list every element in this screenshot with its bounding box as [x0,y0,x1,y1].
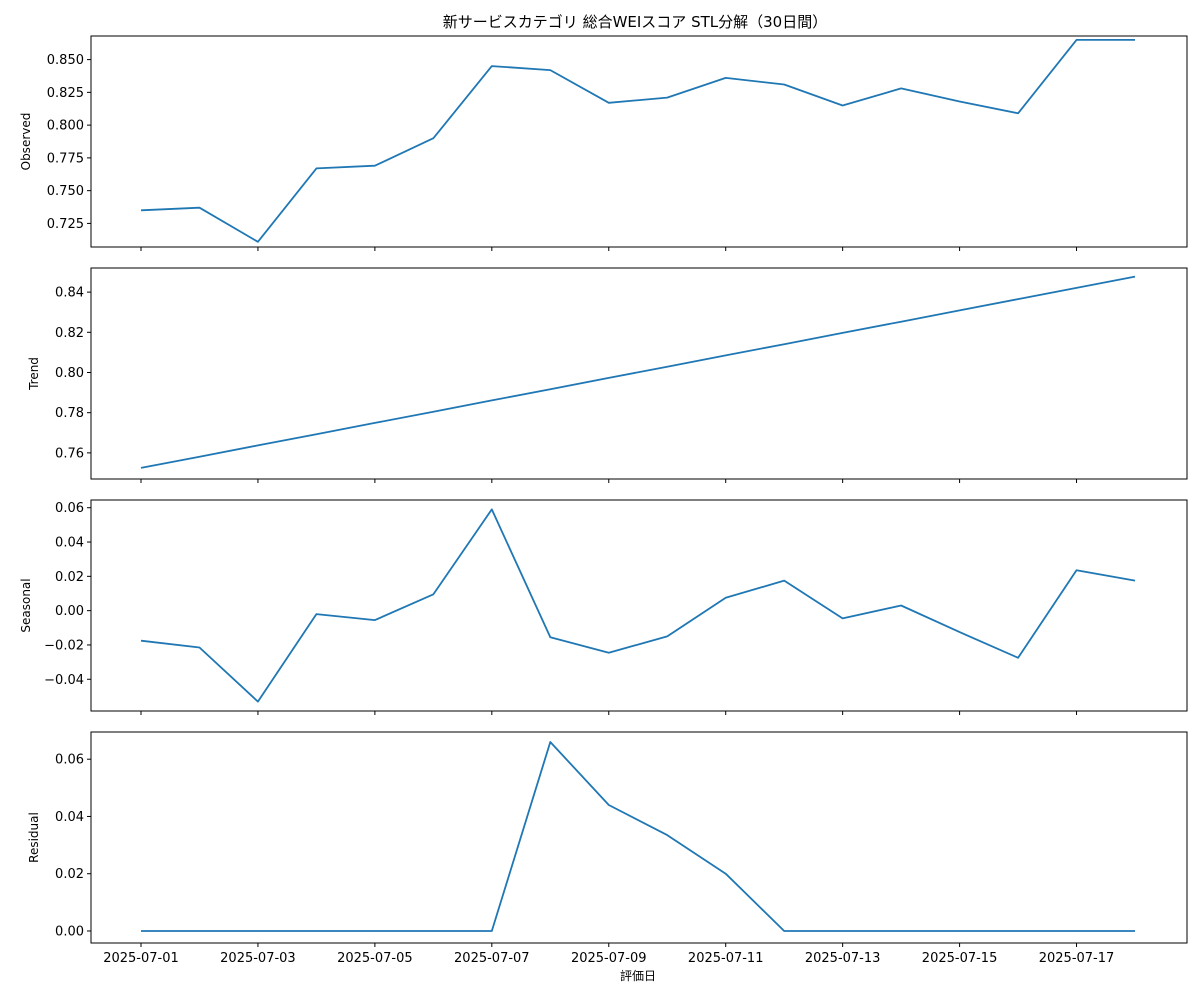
x-tick-label: 2025-07-11 [688,951,764,966]
residual-y-tick-label: 0.06 [55,753,84,768]
trend-y-tick-label: 0.82 [55,326,84,341]
panel-residual: 0.00 0.02 0.04 0.06 Residual 2025-07-01 2025-0… [27,731,1188,966]
panel-observed: 0.725 0.750 0.775 0.800 0.825 0.850 Observed [19,35,1188,251]
seasonal-y-axis-title: Seasonal [19,578,33,632]
x-tick-label: 2025-07-13 [805,951,881,966]
trend-series-line [140,275,1136,469]
panels-group: 0.7250.7500.7750.8000.8250.850Observed0.… [19,35,1188,966]
panel-seasonal: −0.04 −0.02 0.00 0.02 0.04 0.06 Seasonal [19,499,1188,715]
panel-trend: 0.76 0.78 0.80 0.82 0.84 Trend [27,267,1188,483]
trend-axes-frame [90,267,1188,480]
seasonal-y-tick-label: −0.02 [44,638,84,653]
seasonal-y-tick-label: 0.00 [55,604,84,619]
trend-y-axis-title: Trend [27,357,41,391]
x-axis-title: 評価日 [620,968,656,983]
observed-y-tick-label: 0.825 [47,86,84,101]
x-tick-label: 2025-07-15 [922,951,998,966]
x-tick-label: 2025-07-07 [454,951,530,966]
observed-y-tick-label: 0.800 [47,119,84,134]
x-tick-label: 2025-07-05 [337,951,413,966]
residual-y-tick-label: 0.00 [55,924,84,939]
observed-series-line [140,39,1135,243]
x-tick-label: 2025-07-01 [103,951,179,966]
observed-y-tick-label: 0.725 [47,217,84,232]
observed-y-tick-label: 0.750 [47,184,84,199]
residual-series-line [141,741,1135,932]
observed-axes-frame [90,35,1188,248]
seasonal-y-tick-label: −0.04 [44,673,84,688]
seasonal-series-line [140,508,1136,703]
seasonal-y-tick-label: 0.02 [55,570,84,585]
residual-y-tick-label: 0.04 [55,810,84,825]
residual-axes-frame [90,731,1188,944]
observed-y-axis-title: Observed [19,113,33,171]
x-tick-label: 2025-07-09 [571,951,647,966]
x-tick-label: 2025-07-03 [220,951,296,966]
chart-title: 新サービスカテゴリ 総合WEIスコア STL分解（30日間） [443,13,827,31]
trend-y-tick-label: 0.76 [55,446,84,461]
seasonal-axes-frame [90,499,1188,712]
x-tick-label: 2025-07-17 [1039,951,1115,966]
residual-y-tick-label: 0.02 [55,867,84,882]
trend-y-tick-label: 0.80 [55,366,84,381]
observed-y-tick-label: 0.775 [47,151,84,166]
seasonal-y-tick-label: 0.06 [55,501,84,516]
trend-y-tick-label: 0.78 [55,406,84,421]
residual-y-axis-title: Residual [27,812,41,863]
trend-y-tick-label: 0.84 [55,286,84,301]
seasonal-y-tick-label: 0.04 [55,536,84,551]
observed-y-tick-label: 0.850 [47,53,84,68]
